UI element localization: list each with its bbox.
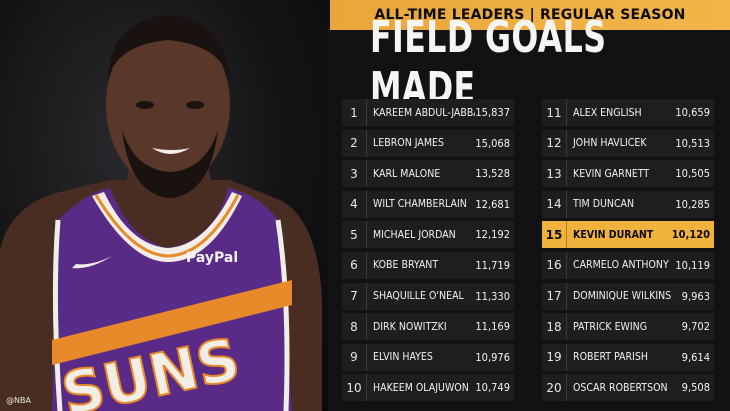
leader-value: 10,659 [675, 106, 710, 119]
leader-rank: 17 [542, 282, 567, 310]
leader-row: 5 Michael Jordan 12,192 [342, 221, 514, 249]
leader-name: Carmelo Anthony [573, 259, 669, 272]
leader-value: 15,068 [475, 136, 510, 150]
leader-row: 20 Oscar Robertson 9,508 [542, 374, 714, 402]
leader-name: Karl Malone [373, 167, 441, 180]
leader-value: 10,513 [675, 136, 710, 150]
leader-name: Robert Parish [573, 351, 648, 364]
leader-name: Dirk Nowitzki [373, 320, 447, 333]
leader-name: Kareem Abdul-Jabbar [373, 106, 476, 119]
leader-row: 13 Kevin Garnett 10,505 [542, 160, 714, 188]
swoosh-icon [72, 256, 112, 269]
watermark: @NBA [6, 396, 31, 405]
leader-row: 12 John Havlicek 10,513 [542, 129, 714, 157]
leader-rank: 7 [342, 282, 367, 310]
leader-rank: 10 [342, 374, 367, 402]
leader-value: 9,963 [681, 289, 710, 303]
leader-row: 10 Hakeem Olajuwon 10,749 [342, 374, 514, 402]
leader-name: Hakeem Olajuwon [373, 381, 469, 394]
leader-row: 3 Karl Malone 13,528 [342, 160, 514, 188]
leader-row: 7 Shaquille O'Neal 11,330 [342, 282, 514, 310]
leader-rank: 14 [542, 190, 567, 218]
leader-name: Kobe Bryant [373, 259, 439, 272]
leaders-column-left: 1 Kareem Abdul-Jabbar 15,837 2 LeBron James 1… [342, 99, 514, 405]
leader-name: Oscar Robertson [573, 381, 668, 394]
leader-value: 10,976 [475, 350, 510, 364]
leader-value: 13,528 [475, 167, 510, 181]
leader-value: 10,749 [475, 381, 510, 395]
leader-value: 9,508 [681, 381, 710, 395]
leader-row: 8 Dirk Nowitzki 11,169 [342, 313, 514, 341]
leader-row: 17 Dominique Wilkins 9,963 [542, 282, 714, 310]
leader-value: 10,119 [675, 258, 710, 272]
leader-row: 6 Kobe Bryant 11,719 [342, 251, 514, 279]
leader-value: 12,681 [475, 197, 510, 211]
leader-rank: 3 [342, 160, 367, 188]
leader-value: 9,702 [681, 320, 710, 334]
jersey-team: SUNS [56, 325, 245, 411]
leader-rank: 19 [542, 343, 567, 371]
banner: ALL-TIME LEADERS | REGULAR SEASON [330, 0, 730, 30]
leader-value: 11,169 [475, 320, 510, 334]
leader-row: 15 Kevin Durant 10,120 [542, 221, 714, 249]
leader-row: 18 Patrick Ewing 9,702 [542, 313, 714, 341]
leader-name: Kevin Garnett [573, 167, 650, 180]
leader-name: Michael Jordan [373, 228, 456, 241]
leader-name: Elvin Hayes [373, 351, 433, 364]
leader-rank: 1 [342, 99, 367, 126]
leader-value: 12,192 [475, 228, 510, 242]
leader-row: 16 Carmelo Anthony 10,119 [542, 251, 714, 279]
leader-value: 11,330 [475, 289, 510, 303]
leader-rank: 2 [342, 129, 367, 157]
leader-row: 2 LeBron James 15,068 [342, 129, 514, 157]
leader-name: Tim Duncan [573, 198, 635, 211]
leader-rank: 6 [342, 251, 367, 279]
leader-name: John Havlicek [573, 137, 647, 150]
leader-name: Wilt Chamberlain [373, 198, 467, 211]
leader-rank: 16 [542, 251, 567, 279]
leader-value: 10,285 [675, 197, 710, 211]
leader-value: 15,837 [475, 106, 510, 119]
leader-rank: 13 [542, 160, 567, 188]
leader-value: 10,505 [675, 167, 710, 181]
leader-rank: 15 [542, 221, 567, 249]
leader-row: 19 Robert Parish 9,614 [542, 343, 714, 371]
leader-value: 11,719 [475, 258, 510, 272]
leader-name: Shaquille O'Neal [373, 290, 464, 303]
leader-value: 10,120 [671, 228, 710, 242]
leader-row: 1 Kareem Abdul-Jabbar 15,837 [342, 99, 514, 126]
jersey-sponsor: PayPal [186, 250, 238, 266]
leader-rank: 5 [342, 221, 367, 249]
leader-name: Dominique Wilkins [573, 290, 672, 303]
leader-name: Kevin Durant [573, 228, 654, 241]
leader-rank: 9 [342, 343, 367, 371]
player-illustration: PayPal SUNS [0, 15, 322, 411]
player-photo: PayPal SUNS @NBA [0, 0, 328, 411]
leader-name: LeBron James [373, 137, 444, 150]
leader-value: 9,614 [681, 350, 710, 364]
leader-name: Alex English [573, 106, 642, 119]
leader-rank: 11 [542, 99, 567, 126]
leader-row: 4 Wilt Chamberlain 12,681 [342, 190, 514, 218]
leader-row: 11 Alex English 10,659 [542, 99, 714, 126]
leader-rank: 8 [342, 313, 367, 341]
leader-rank: 20 [542, 374, 567, 402]
leader-rank: 18 [542, 313, 567, 341]
leader-row: 9 Elvin Hayes 10,976 [342, 343, 514, 371]
leader-rank: 4 [342, 190, 367, 218]
leader-rank: 12 [542, 129, 567, 157]
leader-row: 14 Tim Duncan 10,285 [542, 190, 714, 218]
leaders-column-right: 11 Alex English 10,659 12 John Havlicek 10,51… [542, 99, 714, 405]
page-title: FIELD GOALS MADE [370, 12, 607, 114]
leader-name: Patrick Ewing [573, 320, 648, 333]
